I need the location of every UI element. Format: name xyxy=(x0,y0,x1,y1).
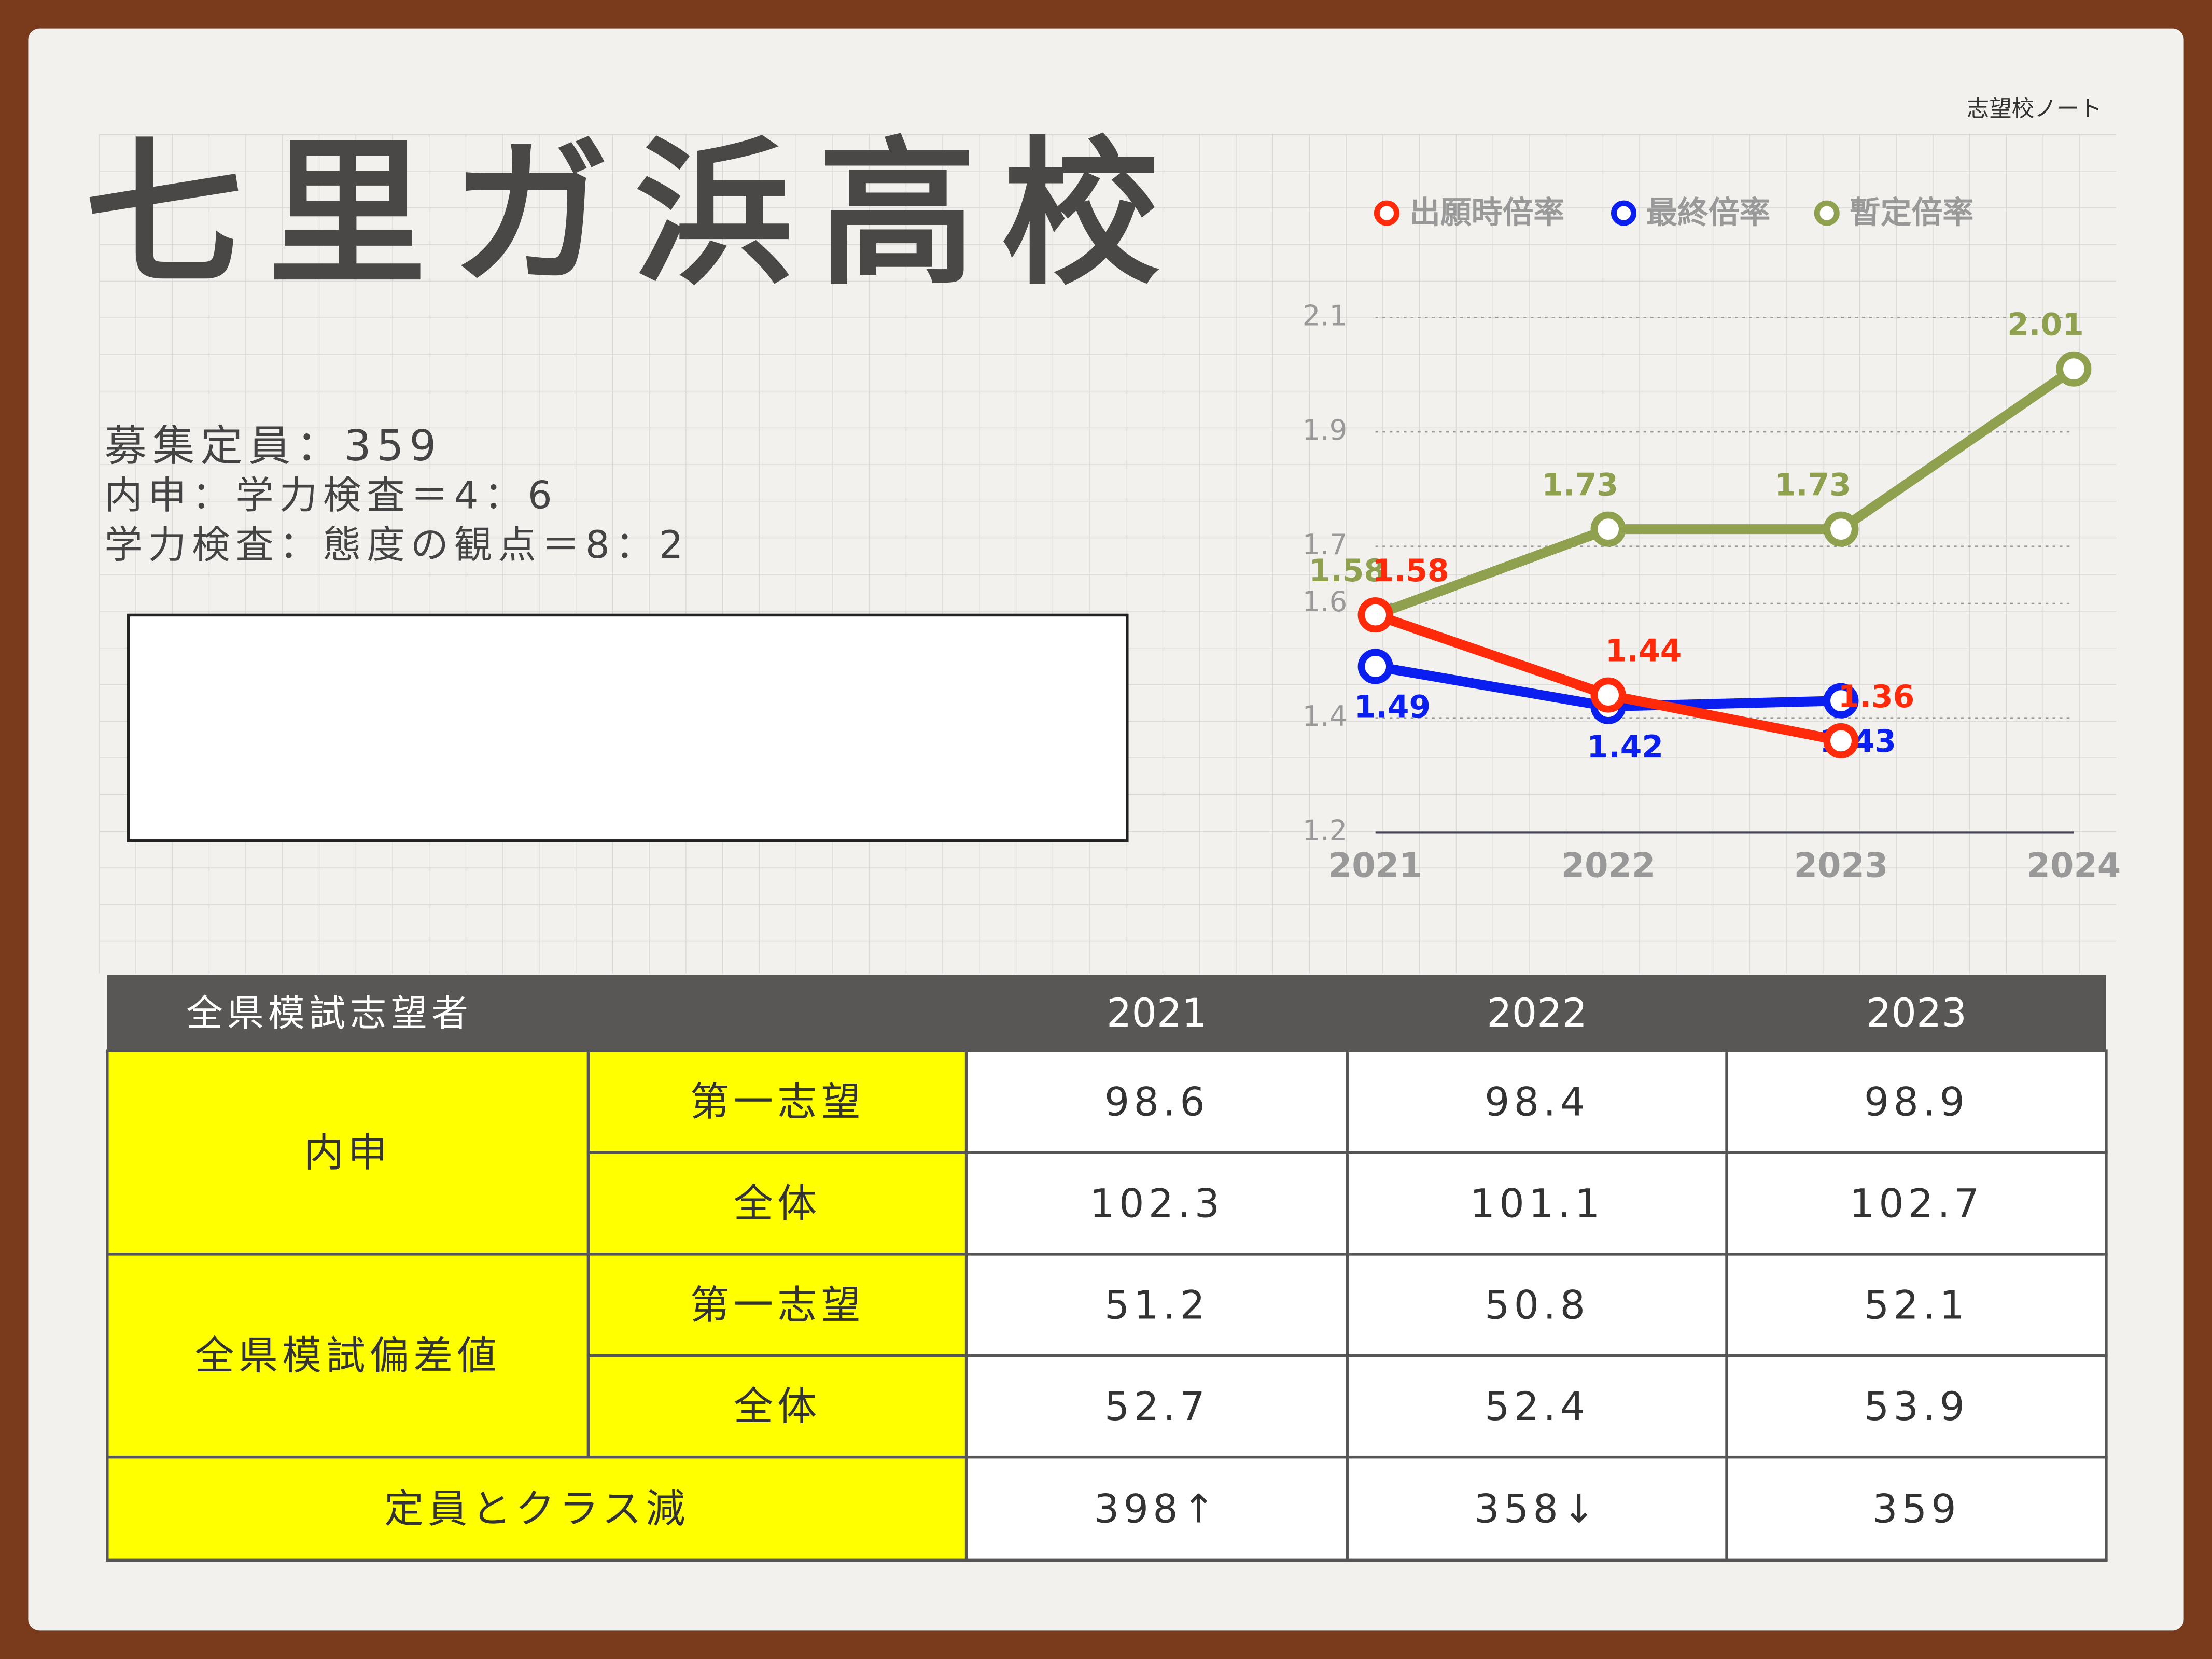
x-tick-label: 2024 xyxy=(2027,846,2121,885)
footer-label-cell xyxy=(106,1455,968,1562)
value-cell xyxy=(1725,1049,2108,1154)
footer-label: 定員とクラス減 xyxy=(384,1485,690,1531)
data-point xyxy=(1823,723,1859,758)
info-line: 募集定員：359 xyxy=(104,421,442,471)
footer-value-cell xyxy=(964,1455,1349,1562)
value: 52.4 xyxy=(1485,1383,1589,1429)
table-header: 2023 xyxy=(1866,990,1967,1036)
y-tick-label: 1.6 xyxy=(1303,585,1348,618)
data-point xyxy=(1357,597,1393,633)
data-label: 1.44 xyxy=(1605,633,1682,669)
group-label: 全県模試偏差値 xyxy=(195,1332,501,1379)
school-title: 七里ガ浜高校 xyxy=(85,122,1185,306)
score-box xyxy=(127,613,1129,842)
value: 102.3 xyxy=(1090,1180,1224,1226)
x-tick-label: 2021 xyxy=(1328,846,1423,885)
value-cell xyxy=(1346,1253,1728,1357)
row-label: 全体 xyxy=(734,1383,821,1429)
data-label: 1.58 xyxy=(1373,553,1449,589)
series-line xyxy=(1374,364,2077,620)
group-label: 内申 xyxy=(304,1129,391,1175)
table-header: 全県模試志望者 xyxy=(186,992,472,1035)
row-label: 第一志望 xyxy=(690,1282,864,1328)
info-line: 学力検査：態度の観点＝8：2 xyxy=(104,523,689,567)
data-point xyxy=(1590,677,1626,713)
legend-label: 最終倍率 xyxy=(1646,194,1770,231)
data-label: 1.36 xyxy=(1838,679,1915,715)
value-cell xyxy=(1725,1151,2108,1256)
value-cell xyxy=(964,1354,1349,1459)
data-label: 1.58 xyxy=(1309,553,1385,589)
value: 53.9 xyxy=(1864,1383,1969,1429)
legend-marker xyxy=(1374,200,1399,226)
row-label-cell xyxy=(586,1354,968,1459)
footer-value: 358↓ xyxy=(1474,1485,1600,1531)
value: 102.7 xyxy=(1850,1180,1984,1226)
y-tick-label: 1.2 xyxy=(1303,814,1348,847)
data-label: 2.01 xyxy=(2007,307,2084,343)
table-header: 2021 xyxy=(1107,990,1207,1036)
row-label: 全体 xyxy=(734,1180,821,1226)
data-point xyxy=(2056,351,2092,387)
legend-label: 出願時倍率 xyxy=(1409,194,1564,231)
value-cell xyxy=(964,1049,1349,1154)
value: 52.1 xyxy=(1864,1282,1969,1328)
y-tick-label: 1.9 xyxy=(1303,413,1348,446)
row-label-cell xyxy=(586,1049,968,1154)
value: 51.2 xyxy=(1104,1282,1209,1328)
value: 52.7 xyxy=(1104,1383,1209,1429)
legend-label: 暫定倍率 xyxy=(1850,194,1973,231)
value-cell xyxy=(1346,1354,1728,1459)
value-cell xyxy=(964,1151,1349,1256)
data-label: 1.73 xyxy=(1774,467,1851,503)
y-tick-label: 1.4 xyxy=(1303,699,1348,733)
x-tick-label: 2022 xyxy=(1561,846,1656,885)
y-tick-label: 2.1 xyxy=(1303,299,1348,332)
footer-value: 398↑ xyxy=(1094,1485,1220,1531)
table-header-bg xyxy=(107,975,2106,1051)
data-label: 1.73 xyxy=(1542,467,1618,503)
row-label-cell xyxy=(586,1151,968,1256)
footer-value-cell xyxy=(1725,1455,2108,1562)
row-label-cell xyxy=(586,1253,968,1357)
y-tick-label: 1.7 xyxy=(1303,528,1348,561)
value-cell xyxy=(1725,1253,2108,1357)
footer-value-cell xyxy=(1346,1455,1728,1562)
note-label: 志望校ノート xyxy=(1967,96,2102,122)
value: 50.8 xyxy=(1485,1282,1589,1328)
data-label: 1.42 xyxy=(1587,729,1663,765)
value: 98.6 xyxy=(1104,1079,1209,1125)
row-label: 第一志望 xyxy=(690,1079,864,1125)
info-line: 内申：学力検査＝4：6 xyxy=(104,474,557,518)
data-point xyxy=(1823,511,1859,547)
data-point xyxy=(1357,649,1393,684)
table-header: 2022 xyxy=(1487,990,1587,1036)
data-point xyxy=(1823,683,1859,719)
group-label-cell xyxy=(106,1253,590,1459)
value: 98.9 xyxy=(1864,1079,1969,1125)
chart: 1.2 1.4 1.6 1.7 1.9 2.1 2021 2022 2023 2024 出願時倍率 最… xyxy=(1303,194,2121,885)
data-label: 1.49 xyxy=(1354,689,1431,725)
value: 98.4 xyxy=(1485,1079,1589,1125)
legend-marker xyxy=(1611,200,1636,226)
legend-marker xyxy=(1814,200,1840,226)
data-point xyxy=(1590,511,1626,547)
value: 101.1 xyxy=(1470,1180,1604,1226)
x-tick-label: 2023 xyxy=(1794,846,1888,885)
footer-value: 359 xyxy=(1872,1485,1961,1531)
value-cell xyxy=(1725,1354,2108,1459)
